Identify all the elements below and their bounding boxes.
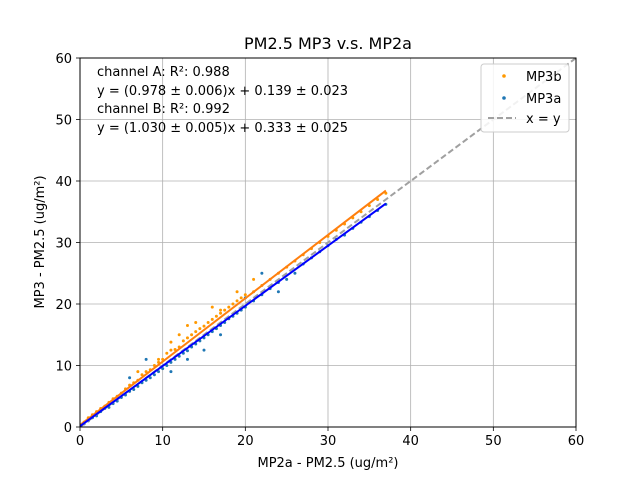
point-mp3b <box>157 357 161 361</box>
point-mp3a <box>285 277 289 281</box>
point-mp3a <box>161 367 165 371</box>
point-mp3b <box>140 373 144 377</box>
point-mp3b <box>210 317 214 321</box>
y-tick-label: 10 <box>55 360 72 375</box>
x-tick-label: 40 <box>402 434 419 449</box>
legend-label-mp3b: MP3b <box>526 70 562 85</box>
point-mp3a <box>148 376 152 380</box>
point-mp3b <box>169 348 173 352</box>
point-mp3b <box>185 336 189 340</box>
point-mp3a <box>185 357 189 361</box>
point-mp3b <box>231 302 235 306</box>
point-mp3b <box>223 308 227 312</box>
y-tick-label: 20 <box>55 298 72 313</box>
y-tick-label: 40 <box>55 175 72 190</box>
point-mp3a <box>169 370 173 374</box>
annotation-channel-b-equation: y = (1.030 ± 0.005)x + 0.333 ± 0.025 <box>97 121 348 136</box>
x-tick-label: 0 <box>76 434 84 449</box>
point-mp3b <box>219 311 223 315</box>
x-tick-label: 30 <box>320 434 337 449</box>
chart-title: PM2.5 MP3 v.s. MP2a <box>244 34 412 53</box>
point-mp3b <box>227 305 231 309</box>
annotation-channel-a-r2: channel A: R²: 0.988 <box>97 65 230 80</box>
point-mp3b <box>239 296 243 300</box>
point-mp3a <box>185 349 189 353</box>
point-mp3b <box>214 314 218 318</box>
point-mp3a <box>144 357 148 361</box>
y-tick-label: 0 <box>64 421 72 436</box>
y-tick-label: 50 <box>55 114 72 129</box>
fit-line-channel-a <box>80 202 387 427</box>
point-mp3b <box>181 339 185 343</box>
point-mp3b <box>194 330 198 334</box>
point-mp3a <box>202 348 206 352</box>
legend-label-mp3a: MP3a <box>526 92 561 107</box>
y-tick-label: 60 <box>55 52 72 67</box>
x-tick-label: 50 <box>485 434 502 449</box>
point-mp3a <box>276 290 280 294</box>
point-mp3b <box>169 340 173 344</box>
x-tick-label: 60 <box>568 434 585 449</box>
point-mp3b <box>185 324 189 328</box>
point-mp3b <box>198 327 202 331</box>
x-tick-label: 20 <box>237 434 254 449</box>
point-mp3a <box>128 376 132 380</box>
annotation-channel-a-equation: y = (0.978 ± 0.006)x + 0.139 ± 0.023 <box>97 84 348 99</box>
point-mp3a <box>260 271 264 275</box>
point-mp3b <box>194 320 198 324</box>
legend-box <box>480 63 570 133</box>
y-axis-label: MP3 - PM2.5 (ug/m²) <box>33 175 48 308</box>
point-mp3b <box>206 320 210 324</box>
axis-ticks: 0 10 20 30 40 50 60 0 10 20 30 40 50 60 <box>55 52 584 449</box>
point-mp3b <box>384 191 388 195</box>
fit-line-channel-b <box>80 189 387 426</box>
point-mp3a <box>152 373 156 377</box>
point-mp3b <box>219 308 223 312</box>
x-axis-label: MP2a - PM2.5 (ug/m²) <box>257 456 398 471</box>
x-tick-label: 10 <box>154 434 171 449</box>
point-mp3b <box>136 370 140 374</box>
point-mp3b <box>243 293 247 297</box>
point-mp3b <box>165 351 169 355</box>
point-mp3b <box>177 333 181 337</box>
legend-marker-mp3a <box>502 96 506 100</box>
point-mp3a <box>219 333 223 337</box>
y-tick-label: 30 <box>55 237 72 252</box>
point-mp3b <box>190 333 194 337</box>
point-mp3b <box>210 305 214 309</box>
point-mp3a <box>293 271 297 275</box>
point-mp3b <box>173 348 177 352</box>
legend-label-x-equals-y: x = y <box>526 112 561 127</box>
point-mp3b <box>235 290 239 294</box>
point-mp3b <box>144 370 148 374</box>
point-mp3b <box>235 299 239 303</box>
point-mp3a <box>157 370 161 374</box>
legend: MP3b MP3a x = y <box>480 63 570 133</box>
legend-marker-mp3b <box>502 74 506 78</box>
point-mp3b <box>252 277 256 281</box>
point-mp3b <box>202 324 206 328</box>
annotation-channel-b-r2: channel B: R²: 0.992 <box>97 102 230 117</box>
